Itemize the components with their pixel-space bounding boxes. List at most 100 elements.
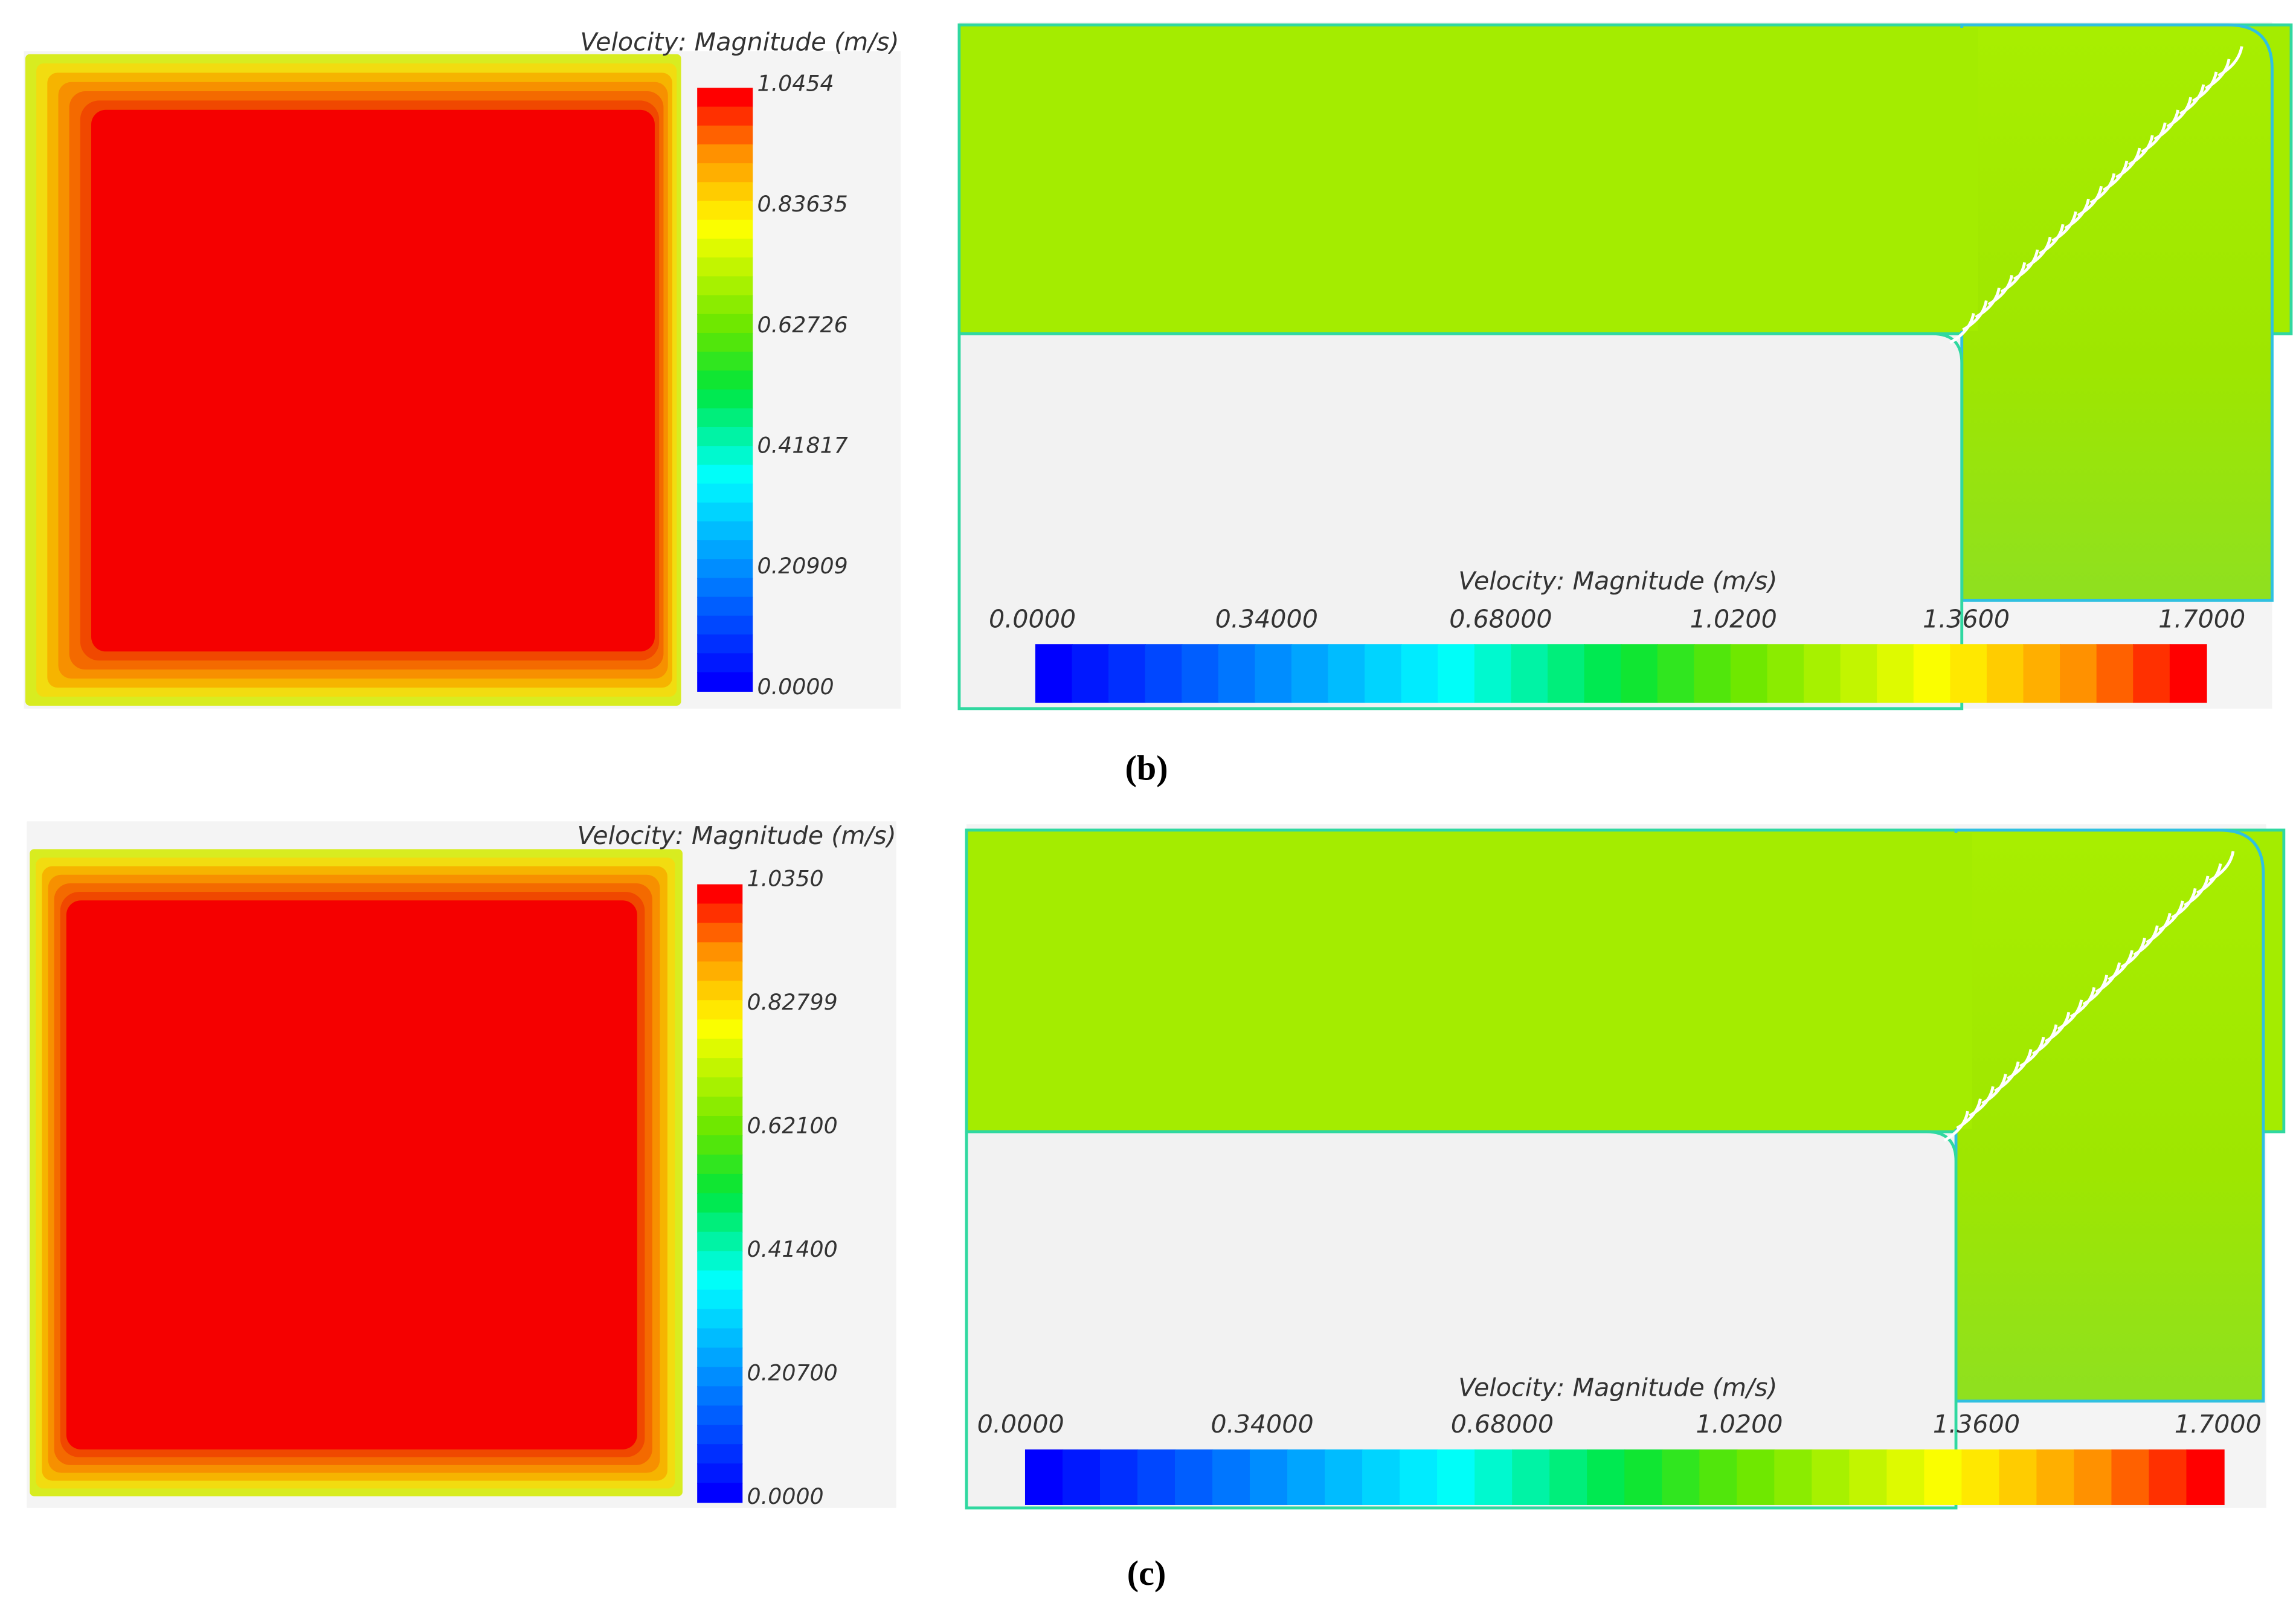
colorbar-segment: [697, 1077, 743, 1098]
colorbar-segment: [2060, 644, 2097, 703]
colorbar-segment: [697, 1193, 743, 1214]
colorbar-segment: [697, 634, 753, 654]
colorbar-segment: [697, 1000, 743, 1021]
colorbar-segment: [697, 276, 753, 296]
colorbar-tick-label: 0.82799: [747, 989, 838, 1015]
colorbar-segment: [697, 1135, 743, 1156]
colorbar-segment: [1137, 1449, 1176, 1505]
colorbar-segment: [697, 1058, 743, 1079]
contour-core: [66, 900, 637, 1449]
colorbar-segment: [1986, 644, 2024, 703]
colorbar-segment: [1401, 644, 1439, 703]
colorbar-segment: [1108, 644, 1146, 703]
colorbar-tick-label: 0.20909: [757, 553, 848, 579]
colorbar-segment: [697, 903, 743, 924]
colorbar-tick-label: 1.0200: [1696, 1410, 1783, 1439]
colorbar-segment: [1325, 1449, 1363, 1505]
colorbar-segment: [2186, 1449, 2225, 1505]
colorbar-segment: [1913, 644, 1951, 703]
colorbar-segment: [697, 942, 743, 962]
colorbar-segment: [1549, 1449, 1588, 1505]
colorbar-segment: [697, 352, 753, 372]
panel-caption: (b): [1125, 748, 1168, 787]
colorbar-segment: [697, 1270, 743, 1291]
colorbar-segment: [2149, 1449, 2187, 1505]
colorbar-segment: [1145, 644, 1183, 703]
wall-block: [965, 1130, 1958, 1510]
colorbar-segment: [697, 1019, 743, 1040]
colorbar-segment: [697, 615, 753, 636]
colorbar-segment: [1840, 644, 1878, 703]
colorbar-segment: [697, 219, 753, 240]
colorbar-segment: [2096, 644, 2134, 703]
colorbar-segment: [697, 1347, 743, 1368]
colorbar-title: Velocity: Magnitude (m/s): [1458, 1373, 1777, 1402]
colorbar-segment: [697, 1212, 743, 1233]
colorbar-segment: [697, 961, 743, 982]
colorbar-segment: [697, 1251, 743, 1271]
colorbar-segment: [697, 201, 753, 221]
colorbar-tick-label: 1.0454: [757, 71, 834, 97]
colorbar-segment: [1886, 1449, 1925, 1505]
colorbar-tick-label: 1.7000: [2175, 1410, 2262, 1439]
colorbar-segment: [697, 446, 753, 466]
colorbar-segment: [1624, 1449, 1663, 1505]
channel-fill: [968, 833, 1972, 1129]
colorbar-segment: [697, 1154, 743, 1175]
colorbar-segment: [2074, 1449, 2112, 1505]
colorbar-segment: [1548, 644, 1585, 703]
colorbar-segment: [697, 578, 753, 598]
channel-vertical: [1960, 23, 2274, 602]
colorbar-segment: [697, 981, 743, 1001]
colorbar-segment: [1218, 644, 1256, 703]
colorbar-segment: [1737, 1449, 1775, 1505]
colorbar-segment: [697, 1309, 743, 1329]
colorbar-segment: [1774, 1449, 1813, 1505]
colorbar-segment: [1621, 644, 1658, 703]
colorbar-segment: [1767, 644, 1805, 703]
colorbar-segment: [697, 1097, 743, 1117]
colorbar-segment: [1175, 1449, 1214, 1505]
guide-vane: [2217, 46, 2243, 77]
colorbar-segment: [1328, 644, 1366, 703]
colorbar-segment: [1212, 1449, 1251, 1505]
colorbar-segment: [697, 332, 753, 353]
panel-caption: (c): [1127, 1553, 1166, 1593]
colorbar-segment: [1924, 1449, 1963, 1505]
colorbar-segment: [1291, 644, 1329, 703]
colorbar-segment: [697, 314, 753, 334]
colorbar-segment: [1877, 644, 1914, 703]
colorbar-segment: [2111, 1449, 2150, 1505]
colorbar-segment: [697, 88, 753, 108]
colorbar-segment: [697, 389, 753, 409]
colorbar-segment: [1730, 644, 1768, 703]
colorbar-segment: [1287, 1449, 1326, 1505]
colorbar-segment: [697, 521, 753, 541]
colorbar-segment: [697, 502, 753, 523]
colorbar-tick-label: 0.0000: [747, 1483, 824, 1509]
colorbar-segment: [1849, 1449, 1888, 1505]
colorbar-segment: [1999, 1449, 2037, 1505]
colorbar-segment: [1365, 644, 1402, 703]
colorbar-segment: [697, 1367, 743, 1387]
channel-fill: [960, 28, 1978, 331]
colorbar-segment: [1250, 1449, 1288, 1505]
colorbar-segment: [1474, 1449, 1513, 1505]
colorbar-segment: [2133, 644, 2171, 703]
colorbar-segment: [1437, 1449, 1476, 1505]
colorbar-title: Velocity: Magnitude (m/s): [1458, 566, 1777, 595]
colorbar-segment: [697, 1173, 743, 1195]
colorbar-title: Velocity: Magnitude (m/s): [580, 28, 899, 57]
colorbar-segment: [1512, 1449, 1551, 1505]
colorbar-segment: [697, 1039, 743, 1059]
colorbar-segment: [697, 653, 753, 673]
colorbar-segment: [697, 1483, 743, 1503]
colorbar-tick-label: 0.0000: [977, 1410, 1064, 1439]
colorbar-tick-label: 1.0200: [1690, 604, 1777, 633]
colorbar-segment: [697, 1289, 743, 1310]
colorbar-tick-label: 0.83635: [757, 191, 848, 217]
colorbar-tick-label: 0.41817: [757, 433, 848, 459]
colorbar-tick-label: 0.68000: [1449, 604, 1552, 633]
colorbar-segment: [697, 427, 753, 447]
colorbar-segment: [697, 1425, 743, 1445]
